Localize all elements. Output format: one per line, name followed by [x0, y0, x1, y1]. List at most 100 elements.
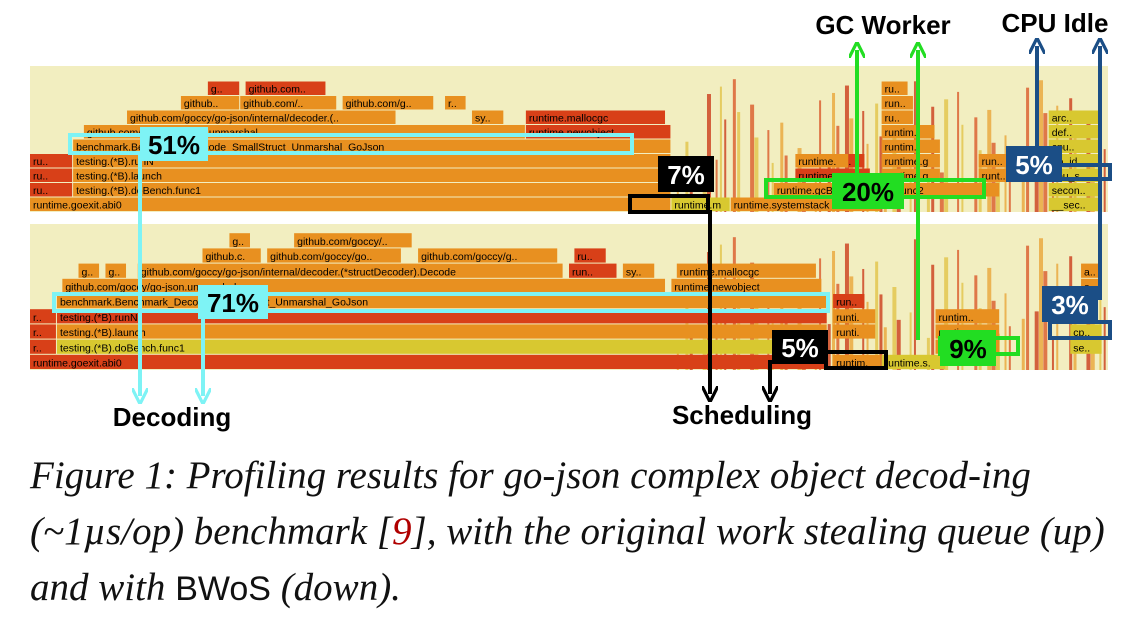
flame-frame[interactable]: [833, 309, 876, 324]
flame-frame[interactable]: [30, 309, 56, 324]
flame-stripe: [767, 130, 770, 212]
flame-frame[interactable]: [30, 324, 56, 339]
bottom-gc-pct: 9%: [949, 334, 987, 364]
flame-stripe: [1008, 326, 1011, 370]
flame-frame-label: ru..: [33, 156, 48, 168]
flame-frame[interactable]: [137, 263, 563, 278]
flame-frame[interactable]: [795, 154, 849, 168]
flame-frame[interactable]: [935, 309, 1000, 324]
flame-frame-label: testing.(*B).doBench.func1: [60, 342, 185, 354]
flame-frame-label: ru..: [33, 185, 48, 197]
flame-frame[interactable]: [78, 263, 100, 278]
flame-frame-label: runtime.mallocgc: [529, 113, 608, 125]
flame-frame[interactable]: [569, 263, 617, 278]
flame-frame[interactable]: [30, 339, 56, 354]
flame-frame[interactable]: [342, 96, 434, 110]
top-decoding-box: [68, 133, 634, 155]
flame-frame[interactable]: [881, 96, 913, 110]
flame-frame[interactable]: [105, 263, 127, 278]
flame-frame[interactable]: [127, 110, 396, 125]
flame-frame[interactable]: [833, 294, 865, 309]
flame-frame-label: runtime.s.: [885, 358, 931, 370]
flame-stripe: [832, 92, 836, 212]
flame-frame[interactable]: [525, 110, 666, 125]
flame-frame-label: runtime.systemstack: [734, 200, 830, 212]
flame-frame[interactable]: [30, 354, 827, 369]
flame-frame[interactable]: [180, 96, 240, 110]
flame-frame[interactable]: [73, 183, 671, 197]
flame-frame-label: github.com/g..: [346, 98, 412, 110]
flame-frame-label: __sec..: [1051, 200, 1086, 212]
flame-frame[interactable]: [1048, 125, 1102, 139]
flame-frame[interactable]: [56, 324, 827, 339]
caption-citation-link[interactable]: 9: [392, 510, 412, 553]
flame-stripe: [892, 287, 897, 370]
flame-frame[interactable]: [881, 110, 913, 125]
flame-frame-label: testing.(*B).launch: [76, 171, 162, 183]
flame-frame-label: run..: [982, 156, 1003, 168]
flame-frame[interactable]: [30, 154, 73, 168]
flame-frame[interactable]: [30, 183, 73, 197]
flame-frame-label: testing.(*B).launch: [60, 327, 146, 339]
flame-frame[interactable]: [73, 139, 671, 154]
flame-frame[interactable]: [833, 324, 876, 339]
flame-stripe: [961, 124, 964, 212]
flame-frame[interactable]: [30, 168, 73, 183]
top-decoding-pct: 51%: [148, 130, 200, 160]
flame-frame-label: r..: [448, 98, 457, 110]
flame-frame[interactable]: [202, 248, 261, 263]
flame-frame-label: runtime.newobject: [674, 282, 759, 294]
flame-frame-label: ru..: [885, 113, 900, 125]
flame-frame[interactable]: [471, 110, 504, 125]
flame-frame-label: def..: [1052, 127, 1072, 139]
flame-frame-label: testing.(*B).runN: [76, 156, 154, 168]
flame-frame[interactable]: [30, 197, 671, 212]
scheduling-label: Scheduling: [672, 400, 812, 430]
flame-frame[interactable]: [73, 154, 671, 168]
flame-stripe: [875, 103, 879, 212]
flame-frame-label: g..: [108, 266, 120, 278]
flame-stripe: [944, 99, 949, 212]
flame-frame[interactable]: [1048, 197, 1102, 212]
flame-frame-label: runt..: [982, 171, 1006, 183]
bottom-scheduling-pct: 5%: [781, 333, 819, 363]
flame-stripe: [737, 112, 741, 212]
caption-system-name: BWoS: [175, 570, 271, 608]
flame-stripe: [780, 122, 784, 212]
flame-frame[interactable]: [56, 339, 827, 354]
flame-frame[interactable]: [622, 263, 655, 278]
flame-frame[interactable]: [833, 354, 881, 369]
flame-frame-label: runtime.: [798, 156, 836, 168]
flame-frame-label: github.com/goccy/..: [297, 236, 387, 248]
flame-frame-label: g..: [211, 84, 223, 96]
flame-frame[interactable]: [881, 125, 935, 139]
flame-stripe: [715, 159, 718, 212]
flame-frame-label: github.com/goccy/go..: [270, 251, 372, 263]
flame-frame[interactable]: [294, 233, 412, 248]
flame-frame[interactable]: [229, 233, 250, 248]
flame-frame[interactable]: [240, 96, 337, 110]
flame-frame[interactable]: [1048, 110, 1102, 125]
flame-frame[interactable]: [1070, 339, 1102, 354]
flame-frame[interactable]: [881, 139, 940, 154]
flame-frame[interactable]: [418, 248, 558, 263]
flame-frame[interactable]: [73, 168, 671, 183]
flame-frame[interactable]: [881, 154, 940, 168]
flame-frame-label: secon..: [1052, 185, 1086, 197]
flame-frame[interactable]: [1081, 263, 1102, 278]
top-scheduling-pct: 7%: [667, 160, 705, 190]
flame-frame[interactable]: [671, 197, 730, 212]
flame-frame[interactable]: [881, 81, 908, 96]
caption-part1: Figure 1: Profiling results for go-json …: [30, 454, 1031, 553]
flame-stripe: [719, 86, 722, 212]
flame-frame[interactable]: [207, 81, 240, 96]
flame-frame[interactable]: [267, 248, 401, 263]
flame-frame[interactable]: [445, 96, 466, 110]
flame-frame[interactable]: [1048, 183, 1102, 197]
flame-frame[interactable]: [574, 248, 606, 263]
flame-frame-label: github.com/goccy/go-json/internal/decode…: [141, 266, 456, 278]
flame-frame[interactable]: [881, 354, 946, 369]
flame-frame[interactable]: [245, 81, 326, 96]
flame-frame[interactable]: [1070, 324, 1102, 339]
flame-stripe: [732, 79, 736, 213]
